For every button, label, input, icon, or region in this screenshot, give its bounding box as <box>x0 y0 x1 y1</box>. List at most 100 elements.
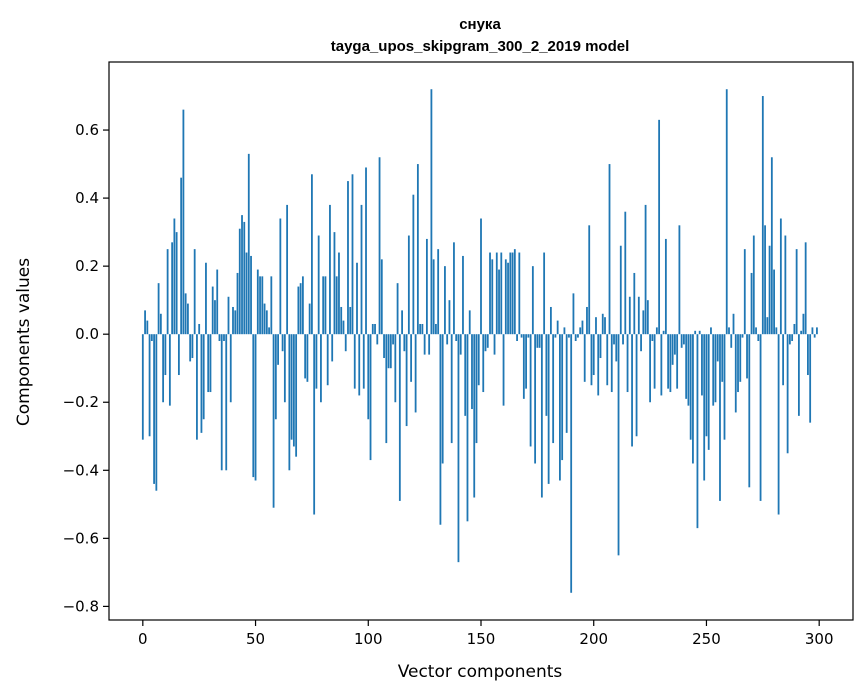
bar-74 <box>308 303 311 335</box>
bar-199 <box>590 334 593 386</box>
bar-122 <box>416 164 419 335</box>
bar-287 <box>788 334 791 345</box>
bar-296 <box>809 334 812 423</box>
bar-78 <box>317 235 320 335</box>
y-tick-label: 0.2 <box>75 257 99 275</box>
bar-98 <box>362 334 365 389</box>
bar-31 <box>211 286 214 335</box>
bar-228 <box>655 327 658 335</box>
bar-201 <box>595 317 597 335</box>
bar-181 <box>549 306 552 335</box>
bar-170 <box>525 334 527 389</box>
bar-186 <box>561 334 564 461</box>
bar-262 <box>732 313 735 335</box>
bar-202 <box>597 334 600 396</box>
bar-97 <box>360 204 363 335</box>
bar-272 <box>755 327 757 335</box>
bar-259 <box>725 89 728 335</box>
bar-55 <box>265 310 268 335</box>
bar-138 <box>453 242 455 335</box>
bar-25 <box>198 323 201 335</box>
bar-70 <box>299 283 302 335</box>
bar-83 <box>329 204 331 335</box>
bar-286 <box>786 334 789 454</box>
bar-135 <box>446 334 449 345</box>
bar-248 <box>701 334 703 396</box>
bar-227 <box>653 334 656 389</box>
bar-22 <box>191 334 194 359</box>
x-tick-label: 300 <box>805 630 834 648</box>
bar-59 <box>274 334 277 420</box>
bar-57 <box>270 276 273 335</box>
bar-225 <box>649 334 651 403</box>
bar-14 <box>173 218 176 335</box>
bar-265 <box>739 334 742 382</box>
bar-222 <box>642 310 645 335</box>
bar-147 <box>473 334 476 498</box>
bar-40 <box>232 306 234 335</box>
bar-183 <box>554 334 557 338</box>
bar-27 <box>202 334 205 420</box>
bar-244 <box>692 334 694 464</box>
bar-257 <box>721 334 724 382</box>
bar-209 <box>613 334 615 345</box>
bar-68 <box>295 334 298 457</box>
bar-90 <box>344 334 347 352</box>
bar-224 <box>646 300 649 335</box>
bar-145 <box>468 310 471 335</box>
bar-67 <box>292 334 295 447</box>
bar-110 <box>389 334 392 369</box>
bar-231 <box>662 330 665 335</box>
bar-133 <box>441 334 444 464</box>
bar-180 <box>547 334 550 484</box>
bar-218 <box>633 272 636 335</box>
bar-18 <box>182 109 185 335</box>
bar-50 <box>254 334 257 481</box>
y-tick-label: −0.6 <box>63 529 99 547</box>
bar-196 <box>583 334 586 382</box>
y-tick-label: 0.0 <box>75 325 99 343</box>
bar-198 <box>588 225 591 335</box>
bar-52 <box>259 276 261 335</box>
bar-6 <box>155 334 158 491</box>
bar-93 <box>351 174 354 335</box>
bar-16 <box>177 334 180 376</box>
bar-1 <box>144 310 146 335</box>
bar-63 <box>283 334 286 403</box>
bar-229 <box>658 119 661 335</box>
bar-42 <box>236 272 239 335</box>
bar-242 <box>687 334 690 406</box>
bar-149 <box>477 334 480 386</box>
bar-120 <box>412 194 415 335</box>
bar-13 <box>171 242 174 335</box>
bar-239 <box>680 334 683 348</box>
bar-95 <box>356 262 358 335</box>
bar-128 <box>430 89 433 335</box>
bar-189 <box>568 334 570 338</box>
bar-166 <box>516 334 518 341</box>
bar-267 <box>743 249 746 335</box>
bar-51 <box>256 269 259 335</box>
bar-269 <box>748 334 751 488</box>
bar-270 <box>750 272 753 335</box>
y-tick-label: 0.4 <box>75 189 99 207</box>
bar-144 <box>466 334 469 522</box>
bar-2 <box>146 320 149 335</box>
bar-191 <box>572 293 575 335</box>
bar-210 <box>615 334 618 362</box>
bar-212 <box>619 245 622 335</box>
bar-193 <box>577 334 579 338</box>
bars-group <box>141 89 818 593</box>
bar-151 <box>482 334 485 393</box>
bar-61 <box>279 218 282 335</box>
bar-111 <box>392 334 394 345</box>
bar-251 <box>707 334 710 450</box>
bar-76 <box>313 334 316 515</box>
bar-187 <box>563 327 566 335</box>
bar-141 <box>459 334 462 355</box>
bar-62 <box>281 334 284 352</box>
bar-165 <box>513 249 516 335</box>
bar-5 <box>153 334 155 484</box>
bar-298 <box>813 334 816 338</box>
bar-238 <box>678 225 681 335</box>
